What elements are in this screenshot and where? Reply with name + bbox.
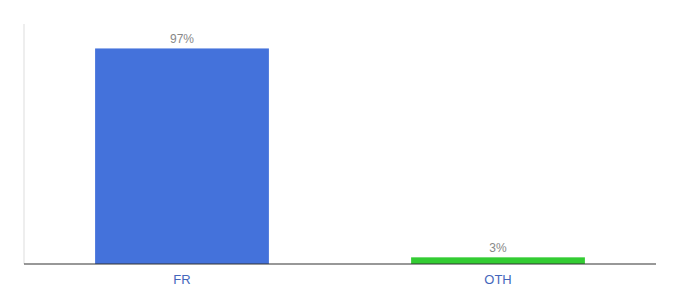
bar	[95, 48, 269, 264]
chart-svg: 97% 3% FR OTH	[0, 0, 680, 300]
x-tick-label: FR	[173, 272, 190, 287]
data-label: 97%	[170, 32, 194, 46]
x-axis-line	[24, 263, 656, 264]
y-range-line	[24, 24, 25, 264]
x-tick-label: OTH	[484, 272, 511, 287]
chart-container: 97% 3% FR OTH	[0, 0, 680, 300]
data-label: 3%	[489, 241, 507, 255]
bars	[95, 48, 585, 264]
bar	[411, 257, 585, 264]
